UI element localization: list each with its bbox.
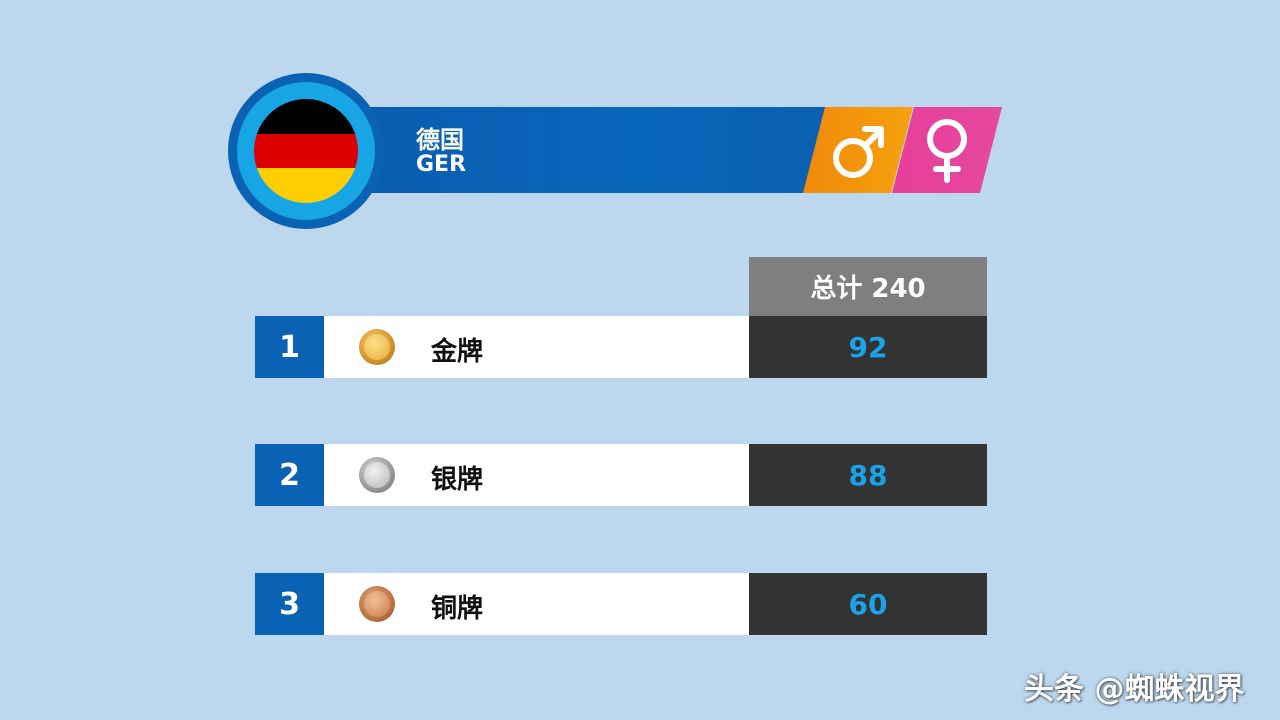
gold-medal-icon	[359, 329, 395, 365]
medal-row-bronze: 3 铜牌 60	[255, 573, 987, 635]
germany-flag-icon	[254, 99, 358, 203]
rank-number: 3	[255, 573, 324, 635]
medal-label-cell: 铜牌	[324, 573, 749, 635]
medal-count: 60	[749, 573, 987, 635]
country-code: GER	[416, 152, 467, 177]
medal-label-cell: 金牌	[324, 316, 749, 378]
medal-name: 金牌	[431, 337, 484, 367]
rank-number: 1	[255, 316, 324, 378]
medal-name: 铜牌	[431, 594, 484, 624]
medal-count: 88	[749, 444, 987, 506]
country-banner	[300, 107, 860, 193]
country-name: 德国	[416, 126, 464, 154]
rank-number: 2	[255, 444, 324, 506]
total-header: 总计 240	[749, 257, 987, 316]
silver-medal-icon	[359, 457, 395, 493]
medal-row-gold: 1 金牌 92	[255, 316, 987, 378]
medal-label-cell: 银牌	[324, 444, 749, 506]
medal-row-silver: 2 银牌 88	[255, 444, 987, 506]
medal-count: 92	[749, 316, 987, 378]
watermark: 头条 @蜘蛛视界	[1024, 672, 1245, 707]
medal-name: 银牌	[431, 465, 484, 495]
bronze-medal-icon	[359, 586, 395, 622]
